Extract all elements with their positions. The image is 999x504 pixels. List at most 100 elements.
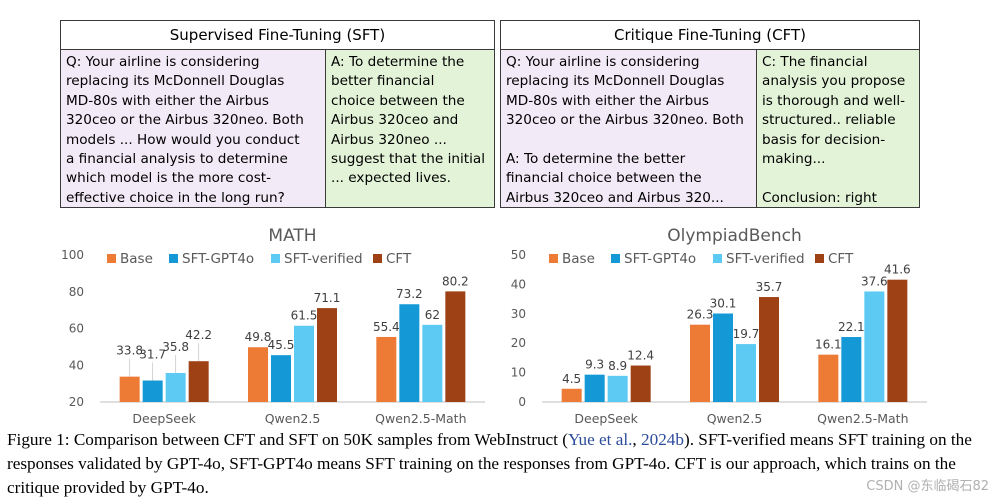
data-label: 35.7: [756, 280, 783, 294]
bar-sft-verified-deepseek: [165, 372, 186, 402]
cft-critique-line: [762, 169, 914, 188]
legend-swatch-cft: [373, 254, 382, 263]
data-label: 30.1: [710, 297, 737, 311]
legend-swatch-sft-gpt4o: [611, 254, 620, 263]
data-label: 49.8: [245, 330, 272, 344]
y-tick-label: 50: [511, 248, 526, 262]
olympiadbench-chart-container: OlympiadBench Base SFT-GPT4o SFT-verified CF…: [497, 222, 937, 432]
bar-cft-qwen2-5-math: [445, 291, 466, 402]
bar-sft-gpt4o-qwen2-5-math: [399, 304, 420, 402]
cft-critique-line: C: The financial: [762, 54, 868, 70]
data-label: 55.4: [373, 320, 400, 334]
sft-panel-title: Supervised Fine-Tuning (SFT): [61, 21, 494, 50]
data-label: 37.6: [861, 274, 888, 288]
y-tick-label: 30: [511, 307, 526, 321]
bar-sft-verified-qwen2-5: [294, 325, 314, 402]
legend-label-sft-gpt4o: SFT-GPT4o: [624, 251, 696, 267]
chart-title: OlympiadBench: [667, 226, 801, 246]
cft-critique-line: is thorough and well-: [762, 92, 906, 109]
sft-question-line: effective choice in the long run?: [66, 189, 285, 206]
data-label: 19.7: [733, 327, 760, 341]
bar-sft-gpt4o-deepseek: [142, 380, 163, 402]
cft-question-answer-line: [506, 131, 751, 150]
cft-question-answer-line: 320ceo or the Airbus 320neo. Both: [506, 112, 744, 129]
data-label: 26.3: [687, 308, 714, 322]
y-tick-label: 40: [69, 358, 84, 372]
bar-base-qwen2-5-math: [376, 336, 397, 402]
data-label: 35.8: [162, 340, 189, 354]
sft-question-line: which model is the more cost-: [66, 170, 272, 187]
watermark: CSDN @东临碣石82: [866, 479, 989, 494]
bar-base-qwen2-5: [248, 347, 268, 402]
data-label: 16.1: [815, 338, 842, 352]
y-tick-label: 80: [69, 285, 84, 299]
cft-panel-title: Critique Fine-Tuning (CFT): [501, 21, 919, 50]
sft-question-line: replacing its McDonnell Douglas: [66, 73, 285, 90]
cft-question-answer-line: MD-80s with either the Airbus: [506, 92, 709, 109]
cft-critique-line: basis for decision-: [762, 131, 886, 148]
cft-question-answer-line: Airbus 320ceo and Airbus 320...: [506, 189, 724, 206]
sft-question-line: models ... How would you conduct: [66, 131, 300, 148]
legend-label-sft-gpt4o: SFT-GPT4o: [182, 251, 254, 267]
math-chart-container: MATH Base SFT-GPT4o SFT-verified CFT 20 40 60 80…: [55, 222, 495, 432]
x-category-label: DeepSeek: [574, 411, 638, 426]
x-category-label: Qwen2.5-Math: [375, 411, 466, 426]
citation-author-link[interactable]: Yue et al.: [567, 430, 633, 449]
cft-critique-cell: C: The financial analysis you propose is t…: [756, 50, 919, 207]
cft-question-answer-cell: Q: Your airline is considering replacing …: [501, 50, 756, 207]
data-label: 12.4: [627, 349, 654, 363]
cft-question-answer-line: Q: Your airline is considering: [506, 54, 700, 70]
bar-base-qwen2-5-math: [818, 354, 839, 402]
data-label: 80.2: [442, 274, 469, 288]
x-category-label: DeepSeek: [132, 411, 196, 426]
bar-sft-verified-qwen2-5-math: [864, 291, 885, 402]
cft-critique-line: Conclusion: right: [762, 189, 877, 206]
chart-title: MATH: [268, 226, 316, 246]
data-label: 22.1: [838, 320, 865, 334]
sft-question-line: 320ceo or the Airbus 320neo. Both: [66, 112, 304, 129]
bar-cft-deepseek: [188, 361, 209, 402]
bar-sft-gpt4o-deepseek: [584, 374, 605, 402]
bar-base-deepseek: [119, 376, 140, 402]
cft-critique-line: making...: [762, 151, 826, 168]
cft-critique-line: structured.. reliable: [762, 112, 896, 129]
data-label: 45.5: [268, 338, 295, 352]
y-tick-label: 20: [511, 336, 526, 350]
legend-swatch-base: [107, 254, 116, 263]
sft-question-line: Q: Your airline is considering: [66, 54, 260, 70]
citation-separator: ,: [632, 430, 642, 449]
legend-label-cft: CFT: [386, 251, 412, 267]
figure-caption: Figure 1: Comparison between CFT and SFT…: [7, 428, 992, 500]
data-label: 41.6: [884, 263, 911, 277]
y-tick-label: 100: [61, 248, 84, 262]
x-category-label: Qwen2.5: [265, 411, 321, 426]
legend-label-base: Base: [120, 251, 153, 267]
sft-question-cell: Q: Your airline is considering replacing …: [61, 50, 325, 207]
sft-answer-line: A: To determine the: [331, 54, 465, 70]
sft-panel: Supervised Fine-Tuning (SFT) Q: Your air…: [60, 20, 495, 208]
bar-cft-qwen2-5: [317, 308, 337, 402]
caption-text-2: ). SFT-verified means SFT training on th…: [7, 430, 972, 497]
sft-answer-line: better financial: [331, 73, 435, 90]
legend-label-sft-verified: SFT-verified: [726, 251, 805, 267]
cft-question-answer-line: replacing its McDonnell Douglas: [506, 73, 725, 90]
y-tick-label: 10: [511, 366, 526, 380]
sft-answer-line: choice between the: [331, 92, 465, 109]
legend-label-sft-verified: SFT-verified: [284, 251, 363, 267]
cft-critique-line: analysis you propose: [762, 73, 906, 90]
sft-answer-line: Airbus 320neo ...: [331, 131, 447, 148]
x-category-label: Qwen2.5-Math: [817, 411, 908, 426]
legend-swatch-sft-gpt4o: [169, 254, 178, 263]
bar-sft-verified-deepseek: [607, 375, 628, 402]
cft-panel: Critique Fine-Tuning (CFT) Q: Your airli…: [500, 20, 920, 208]
y-tick-label: 40: [511, 277, 526, 291]
legend-swatch-sft-verified: [271, 254, 280, 263]
bar-sft-gpt4o-qwen2-5-math: [841, 337, 862, 402]
sft-answer-cell: A: To determine the better financial choic…: [325, 50, 494, 207]
y-tick-label: 20: [69, 395, 84, 409]
citation-year-link[interactable]: 2024b: [641, 430, 684, 449]
data-label: 9.3: [585, 358, 604, 372]
cft-question-answer-line: A: To determine the better: [506, 151, 686, 168]
bar-sft-verified-qwen2-5: [736, 344, 756, 402]
legend-swatch-sft-verified: [713, 254, 722, 263]
